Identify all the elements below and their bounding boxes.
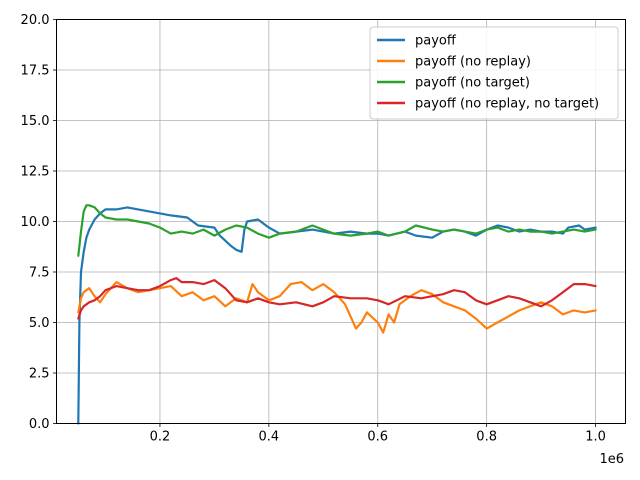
series-line-3 <box>77 277 597 320</box>
x-tick-label: 0.8 <box>476 430 497 445</box>
y-tick-label: 17.5 <box>21 64 50 79</box>
legend: payoff payoff (no replay) payoff (no targe… <box>369 26 619 120</box>
x-offset-label: 1e6 <box>599 452 624 467</box>
y-tick-label: 0.0 <box>29 417 50 432</box>
y-tick-label: 10.0 <box>21 215 50 230</box>
y-tick-label: 7.5 <box>29 266 50 281</box>
legend-label: payoff (no replay) <box>415 55 531 70</box>
series-line-1 <box>77 281 597 334</box>
y-tick-label: 15.0 <box>21 114 50 129</box>
x-tick-label: 0.2 <box>150 430 171 445</box>
y-tick-label: 5.0 <box>29 316 50 331</box>
y-tick-label: 20.0 <box>21 13 50 28</box>
x-tick-label: 0.4 <box>259 430 280 445</box>
x-tick-label: 0.6 <box>367 430 388 445</box>
legend-label: payoff (no target) <box>415 76 530 91</box>
legend-box <box>369 26 619 120</box>
series-layer <box>77 204 597 425</box>
axis-ticks: 0.2 0.4 0.6 0.8 1.0 0.0 2.5 5.0 7.5 10.0 12.5 15.0 1… <box>21 13 606 445</box>
y-tick-label: 12.5 <box>21 165 50 180</box>
series-line-2 <box>77 204 597 257</box>
y-tick-label: 2.5 <box>29 367 50 382</box>
legend-label: payoff <box>415 34 457 49</box>
x-tick-label: 1.0 <box>585 430 606 445</box>
legend-label: payoff (no replay, no target) <box>415 97 599 112</box>
